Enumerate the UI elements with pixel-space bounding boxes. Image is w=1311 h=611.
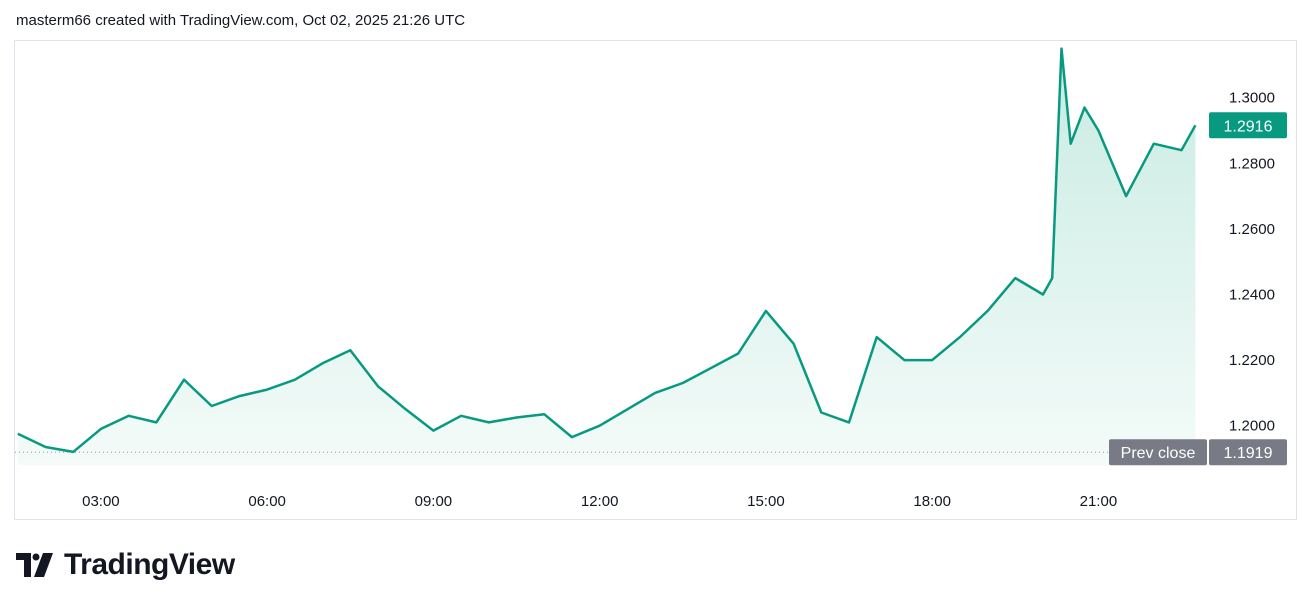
y-tick-label: 1.2400: [1229, 286, 1275, 303]
series-area-fill: [17, 48, 1196, 465]
y-tick-label: 1.2800: [1229, 155, 1275, 172]
y-tick-label: 1.2000: [1229, 418, 1275, 435]
attribution-text: masterm66 created with TradingView.com, …: [16, 12, 466, 29]
x-tick-label: 09:00: [415, 493, 453, 510]
x-tick-label: 18:00: [913, 493, 951, 510]
x-tick-label: 06:00: [248, 493, 286, 510]
y-tick-label: 1.3000: [1229, 90, 1275, 107]
last-price-label: 1.2916: [1224, 118, 1273, 135]
x-tick-label: 15:00: [747, 493, 785, 510]
tradingview-logo-icon: [16, 553, 53, 577]
x-tick-label: 03:00: [82, 493, 120, 510]
prev-close-tag: [1109, 439, 1207, 466]
x-tick-label: 21:00: [1080, 493, 1118, 510]
prev-close-tag-label: Prev close: [1121, 445, 1196, 462]
prev-close-value-badge: [1209, 439, 1287, 466]
last-price-badge: [1209, 112, 1287, 139]
chart-frame: [14, 40, 1297, 520]
x-tick-label: 12:00: [581, 493, 619, 510]
tradingview-logo[interactable]: TradingView: [16, 548, 235, 582]
tradingview-wordmark: TradingView: [64, 548, 235, 581]
y-tick-label: 1.2600: [1229, 221, 1275, 238]
prev-close-value-label: 1.1919: [1224, 445, 1273, 462]
y-tick-label: 1.2200: [1229, 352, 1275, 369]
